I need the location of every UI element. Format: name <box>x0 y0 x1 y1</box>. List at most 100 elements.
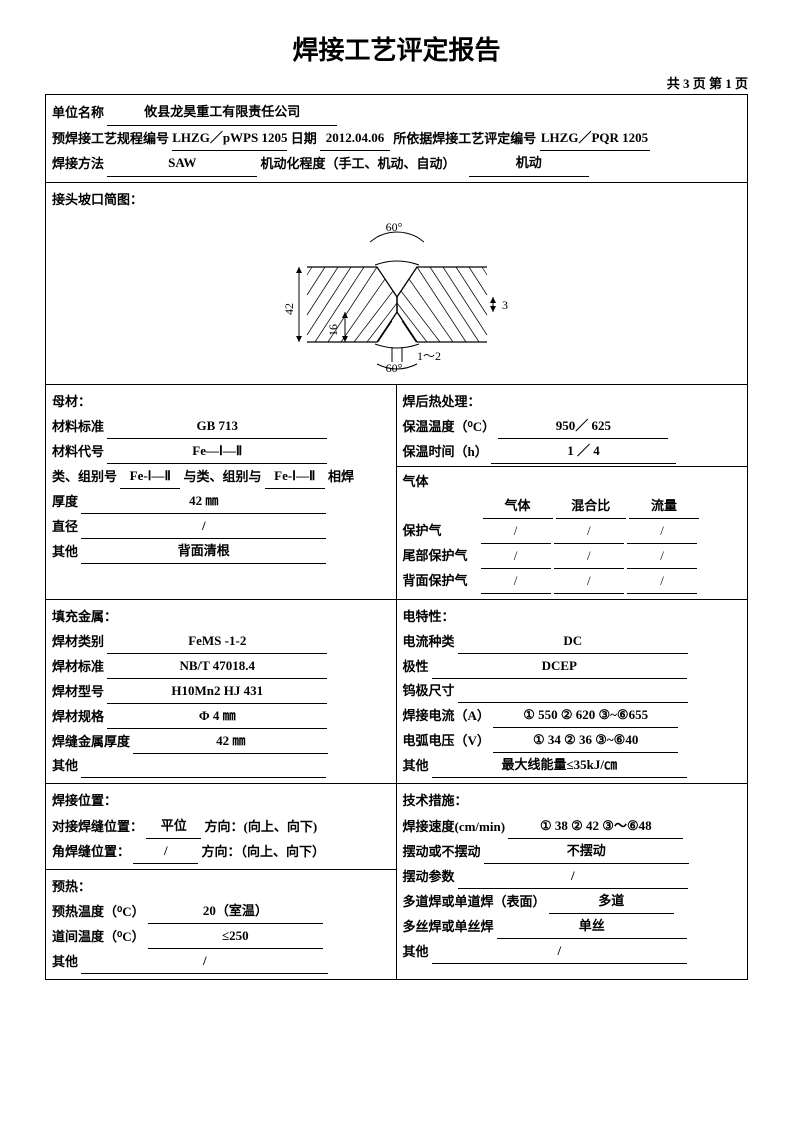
tech-oth-label: 其他 <box>403 944 429 959</box>
pos-tech-row: 焊接位置： 对接焊缝位置： 平位 方向：(向上、向下) 角焊缝位置： / 方向：… <box>46 784 747 978</box>
elec-oth-label: 其他 <box>403 758 429 773</box>
svg-text:3: 3 <box>502 298 508 312</box>
pos-fillet-value: / <box>133 839 198 864</box>
pos-title: 焊接位置： <box>52 789 390 813</box>
date-label: 日期 <box>291 131 317 146</box>
pwht-title: 焊后热处理： <box>403 390 742 414</box>
joint-title: 接头坡口简图： <box>52 192 143 207</box>
filler-spec-value: Φ 4 ㎜ <box>107 704 327 729</box>
preheat-title: 预热： <box>52 875 390 899</box>
tech-wparam-label: 摆动参数 <box>403 869 455 884</box>
tech-weave-value: 不摆动 <box>484 839 689 864</box>
tech-weave-label: 摆动或不摆动 <box>403 844 481 859</box>
elec-section: 电特性： 电流种类 DC 极性 DCEP 钨极尺寸 焊接电流（A） ① 550 … <box>397 600 748 783</box>
report-title: 焊接工艺评定报告 <box>45 30 748 67</box>
filler-std-value: NB/T 47018.4 <box>107 654 327 679</box>
elec-volt-value: ① 34 ② 36 ③~⑥40 <box>493 728 678 753</box>
filler-spec-label: 焊材规格 <box>52 709 104 724</box>
left-bottom-col: 焊接位置： 对接焊缝位置： 平位 方向：(向上、向下) 角焊缝位置： / 方向：… <box>46 784 397 978</box>
elec-volt-label: 电弧电压（V） <box>403 733 490 748</box>
tech-section: 技术措施： 焊接速度(cm/min) ① 38 ② 42 ③～⑥48 摆动或不摆… <box>397 784 748 978</box>
pqr-value: LHZG／PQR 1205 <box>540 126 650 152</box>
base-grp-tail: 相焊 <box>328 469 354 484</box>
tech-wire-value: 单丝 <box>497 914 687 939</box>
filler-section: 填充金属： 焊材类别 FeMS -1-2 焊材标准 NB/T 47018.4 焊… <box>46 600 397 783</box>
tech-speed-value: ① 38 ② 42 ③～⑥48 <box>508 814 683 839</box>
pwht-time-label: 保温时间（h） <box>403 444 488 459</box>
base-metal-section: 母材： 材料标准 GB 713 材料代号 Fe—Ⅰ—Ⅱ 类、组别号 Fe-Ⅰ—Ⅱ… <box>46 385 397 599</box>
gas-h3: 流量 <box>629 494 699 519</box>
preheat-inter-value: ≤250 <box>148 924 323 949</box>
elec-title: 电特性： <box>403 605 742 629</box>
gas-title: 气体 <box>403 470 742 494</box>
base-dia-value: / <box>81 514 326 539</box>
gas-r1: 保护气 <box>403 519 481 543</box>
tech-title: 技术措施： <box>403 789 742 813</box>
pwps-label: 预焊接工艺规程编号 <box>52 131 169 146</box>
date-value: 2012.04.06 <box>320 126 390 152</box>
base-oth-label: 其他 <box>52 544 78 559</box>
base-std-value: GB 713 <box>107 414 327 439</box>
pos-butt-value: 平位 <box>146 814 201 839</box>
pwps-value: LHZG／pWPS 1205 <box>172 126 287 152</box>
svg-text:1～2: 1～2 <box>417 349 441 363</box>
pos-butt-label: 对接焊缝位置： <box>52 819 143 834</box>
base-title: 母材： <box>52 390 390 414</box>
filler-title: 填充金属： <box>52 605 390 629</box>
tech-wparam-value: / <box>458 864 688 889</box>
base-grp1: Fe-Ⅰ—Ⅱ <box>120 464 180 489</box>
pos-dir1-label: 方向：(向上、向下) <box>205 819 318 834</box>
form-container: 单位名称 攸县龙昊重工有限责任公司 预焊接工艺规程编号 LHZG／pWPS 12… <box>45 94 748 980</box>
gas-r2: 尾部保护气 <box>403 544 481 568</box>
position-section: 焊接位置： 对接焊缝位置： 平位 方向：(向上、向下) 角焊缝位置： / 方向：… <box>46 784 396 869</box>
company-label: 单位名称 <box>52 105 104 120</box>
svg-text:42: 42 <box>282 303 296 315</box>
filler-thk-value: 42 ㎜ <box>133 729 328 754</box>
elec-amp-value: ① 550 ② 620 ③~⑥655 <box>493 703 678 728</box>
base-oth-value: 背面清根 <box>81 539 326 564</box>
pwht-time-value: 1 ／ 4 <box>491 439 676 464</box>
elec-pol-value: DCEP <box>432 654 687 679</box>
preheat-pre-value: 20（室温） <box>148 899 323 924</box>
pwht-gas-section: 焊后热处理： 保温温度（⁰C） 950／ 625 保温时间（h） 1 ／ 4 气… <box>397 385 748 599</box>
header-section: 单位名称 攸县龙昊重工有限责任公司 预焊接工艺规程编号 LHZG／pWPS 12… <box>46 95 747 183</box>
company-value: 攸县龙昊重工有限责任公司 <box>107 100 337 126</box>
filler-cat-label: 焊材类别 <box>52 634 104 649</box>
base-grp2: Fe-Ⅰ—Ⅱ <box>265 464 325 489</box>
tech-oth-value: / <box>432 939 687 964</box>
tech-speed-label: 焊接速度(cm/min) <box>403 819 506 834</box>
elec-cur-label: 电流种类 <box>403 634 455 649</box>
elec-pol-label: 极性 <box>403 659 429 674</box>
joint-section: 接头坡口简图： 60° <box>46 183 747 385</box>
elec-oth-value: 最大线能量≤35kJ/㎝ <box>432 753 687 778</box>
filler-std-label: 焊材标准 <box>52 659 104 674</box>
base-grp-label2: 与类、组别与 <box>184 469 262 484</box>
filler-cat-value: FeMS -1-2 <box>107 629 327 654</box>
elec-tung-label: 钨极尺寸 <box>403 683 455 698</box>
svg-text:16: 16 <box>326 324 340 336</box>
gas-r3: 背面保护气 <box>403 569 481 593</box>
base-dia-label: 直径 <box>52 519 78 534</box>
base-grp-label1: 类、组别号 <box>52 469 117 484</box>
filler-oth-label: 其他 <box>52 758 78 773</box>
preheat-inter-label: 道间温度（⁰C） <box>52 929 145 944</box>
preheat-pre-label: 预热温度（⁰C） <box>52 904 145 919</box>
pwht-temp-label: 保温温度（⁰C） <box>403 419 496 434</box>
pos-dir2-label: 方向：（向上、向下） <box>202 844 326 859</box>
method-label: 焊接方法 <box>52 156 104 171</box>
tech-wire-label: 多丝焊或单丝焊 <box>403 919 494 934</box>
method-value: SAW <box>107 151 257 177</box>
tech-multi-label: 多道焊或单道焊（表面） <box>403 894 546 909</box>
base-code-value: Fe—Ⅰ—Ⅱ <box>107 439 327 464</box>
elec-cur-value: DC <box>458 629 688 654</box>
filler-model-label: 焊材型号 <box>52 684 104 699</box>
base-std-label: 材料标准 <box>52 419 104 434</box>
pos-fillet-label: 角焊缝位置： <box>52 844 130 859</box>
filler-thk-label: 焊缝金属厚度 <box>52 734 130 749</box>
page-number: 共 3 页 第 1 页 <box>45 73 748 92</box>
pwht-temp-value: 950／ 625 <box>498 414 668 439</box>
joint-diagram: 60° <box>247 217 547 372</box>
tech-multi-value: 多道 <box>549 889 674 914</box>
preheat-section: 预热： 预热温度（⁰C） 20（室温） 道间温度（⁰C） ≤250 其他 / <box>46 870 396 979</box>
svg-text:60°: 60° <box>385 361 402 372</box>
